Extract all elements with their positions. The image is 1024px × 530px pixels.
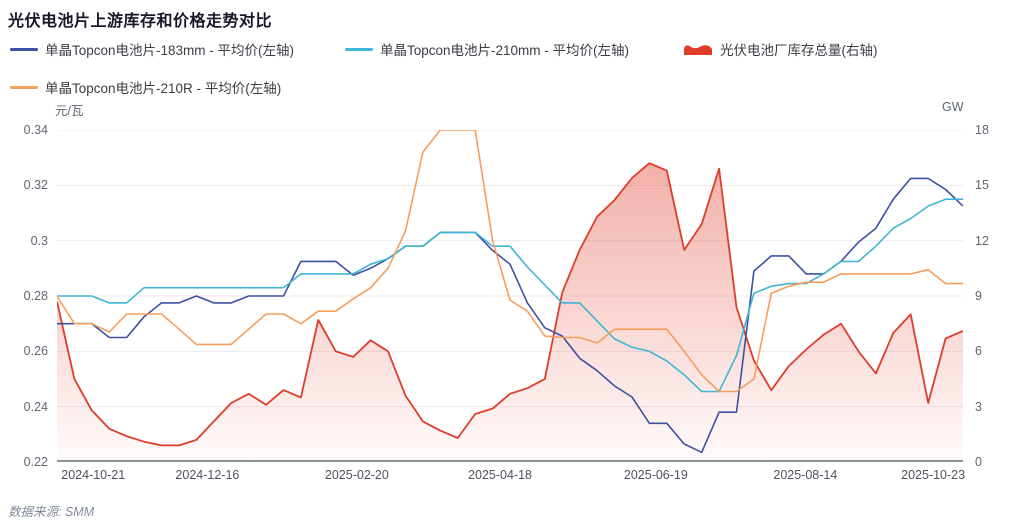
- area-wave-icon: [683, 42, 713, 56]
- legend-label: 光伏电池厂库存总量(右轴): [720, 43, 878, 58]
- chart-canvas: [56, 129, 964, 463]
- right-axis-tick: 9: [975, 289, 982, 303]
- right-axis-tick: 0: [975, 455, 982, 469]
- plot-area[interactable]: [56, 129, 964, 463]
- x-axis-tick: 2025-02-20: [324, 468, 389, 482]
- line-swatch-icon: [10, 47, 38, 51]
- legend-item-inventory[interactable]: 光伏电池厂库存总量(右轴): [683, 40, 878, 58]
- left-axis-tick: 0.26: [23, 344, 48, 359]
- inventory-area: [57, 163, 963, 462]
- right-axis-tick: 18: [975, 123, 989, 137]
- x-axis-tick: 2024-12-16: [175, 468, 240, 482]
- x-axis-tick: 2025-08-14: [773, 468, 838, 482]
- legend-item-210mm[interactable]: 单晶Topcon电池片-210mm - 平均价(左轴): [345, 40, 629, 58]
- legend-label: 单晶Topcon电池片-183mm - 平均价(左轴): [45, 43, 295, 58]
- price-line-0: [57, 177, 964, 454]
- x-axis-tick: 2025-10-23: [901, 468, 966, 482]
- right-axis-tick: 3: [975, 399, 982, 414]
- inventory-line: [56, 162, 964, 447]
- chart-title: 光伏电池片上游库存和价格走势对比: [8, 13, 273, 30]
- right-axis-tick: 12: [975, 233, 989, 248]
- right-axis-unit: GW: [942, 100, 964, 114]
- line-swatch-icon: [345, 47, 373, 51]
- left-axis-tick: 0.28: [23, 289, 48, 303]
- price-line-2: [56, 129, 963, 393]
- x-axis-tick: 2025-04-18: [468, 468, 533, 482]
- legend-label: 单晶Topcon电池片-210mm - 平均价(左轴): [380, 43, 630, 58]
- legend-label: 单晶Topcon电池片-210R - 平均价(左轴): [45, 81, 282, 96]
- data-source-note: 数据来源: SMM: [8, 505, 95, 519]
- right-axis-tick: 6: [975, 344, 982, 359]
- left-axis-tick: 0.3: [30, 233, 48, 248]
- legend-item-183mm[interactable]: 单晶Topcon电池片-183mm - 平均价(左轴): [10, 40, 294, 58]
- left-axis-tick: 0.32: [23, 178, 48, 193]
- line-swatch-icon: [10, 85, 38, 89]
- right-axis-tick: 15: [975, 178, 989, 193]
- left-axis-unit: 元/瓦: [55, 104, 84, 118]
- x-axis-tick: 2025-06-19: [623, 468, 688, 482]
- legend-item-210R[interactable]: 单晶Topcon电池片-210R - 平均价(左轴): [10, 78, 281, 96]
- left-axis-tick: 0.24: [23, 399, 48, 414]
- x-axis-tick: 2024-10-21: [61, 468, 126, 482]
- left-axis-tick: 0.34: [23, 123, 48, 137]
- price-line-1: [57, 198, 963, 393]
- left-axis-tick: 0.22: [23, 455, 48, 469]
